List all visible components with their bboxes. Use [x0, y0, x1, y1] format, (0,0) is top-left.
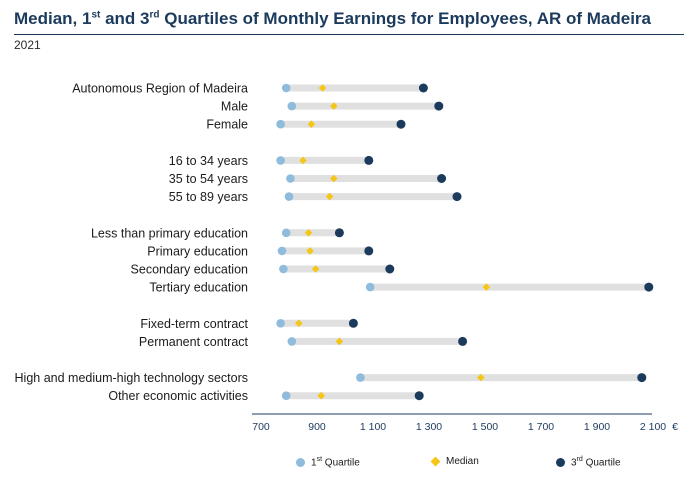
row-label: Secondary education: [131, 263, 248, 277]
median-point: [311, 265, 320, 273]
legend-item-q3: 3rd Quartile: [556, 456, 621, 468]
q1-point: [276, 319, 285, 328]
q1-point: [276, 119, 285, 129]
title-divider: [14, 34, 684, 35]
row-label: Primary education: [147, 244, 248, 258]
legend-label-median: Median: [446, 456, 479, 467]
row-label: Less than primary education: [91, 226, 248, 240]
q3-point: [334, 228, 344, 238]
q3-point: [437, 174, 447, 183]
median-point: [306, 247, 314, 255]
row-label: 55 to 89 years: [169, 190, 248, 204]
q3-point: [385, 264, 395, 274]
median-point: [325, 192, 334, 201]
q3-point: [396, 119, 406, 129]
dumbbell-chart: Autonomous Region of Madeira Male Female 16…: [15, 82, 679, 434]
x-tick-label: 1 100: [360, 421, 386, 433]
legend-item-q1: 1st Quartile: [296, 456, 360, 468]
chart-legend: 1st Quartile Median 3rd Quartile: [0, 456, 700, 472]
row-label: Autonomous Region of Madeira: [72, 82, 248, 96]
median-point: [295, 319, 303, 328]
row-label: Tertiary education: [149, 281, 248, 295]
q1-point: [287, 337, 297, 346]
x-tick-label: 1 900: [584, 421, 610, 433]
row-label: Permanent contract: [139, 335, 249, 349]
q1-point: [279, 264, 288, 274]
x-tick-label: 900: [308, 421, 326, 433]
legend-marker-q1: [296, 457, 305, 467]
x-tick-label: 2 100: [640, 421, 666, 433]
q3-point: [637, 373, 647, 383]
row-label: 16 to 34 years: [169, 154, 248, 168]
chart-title: Median, 1st and 3rd Quartiles of Monthly…: [14, 9, 652, 28]
q1-point: [281, 391, 291, 401]
q1-point: [284, 192, 294, 201]
q1-point: [286, 174, 295, 183]
q3-point: [364, 246, 374, 256]
row-label: Other economic activities: [108, 389, 248, 403]
q3-point: [414, 391, 424, 401]
x-tick-label: 700: [252, 421, 270, 433]
chart-subtitle: 2021: [14, 38, 41, 52]
q3-point: [452, 192, 462, 202]
q1-point: [277, 246, 287, 256]
legend-label-q1: 1st Quartile: [311, 456, 360, 469]
q1-point: [276, 156, 285, 165]
legend-marker-median: [430, 456, 441, 467]
q1-point: [365, 282, 375, 292]
median-point: [330, 174, 338, 183]
q3-point: [644, 282, 654, 292]
x-tick-label: 1 300: [416, 421, 442, 433]
q3-point: [348, 318, 358, 328]
q1-point: [281, 83, 291, 93]
q3-point: [458, 336, 468, 346]
q3-point: [434, 101, 444, 111]
legend-item-median: Median: [430, 456, 479, 467]
row-label: Female: [206, 118, 248, 132]
row-label: Male: [221, 100, 248, 114]
legend-marker-q3: [556, 457, 565, 467]
median-point: [477, 373, 485, 382]
q1-point: [287, 101, 297, 111]
median-point: [307, 120, 316, 128]
median-point: [330, 102, 338, 110]
q3-point: [364, 155, 374, 165]
median-point: [299, 156, 307, 165]
median-point: [317, 391, 325, 400]
median-point: [482, 283, 491, 291]
legend-label-q3: 3rd Quartile: [571, 456, 621, 469]
row-label: Fixed-term contract: [140, 317, 248, 331]
x-axis-unit: €: [672, 421, 678, 433]
q1-point: [356, 373, 365, 382]
q1-point: [281, 228, 291, 238]
median-point: [304, 229, 313, 237]
median-point: [335, 337, 344, 346]
row-label: High and medium-high technology sectors: [15, 371, 248, 385]
median-point: [318, 84, 327, 92]
row-label: 35 to 54 years: [169, 172, 248, 186]
x-tick-label: 1 500: [472, 421, 498, 433]
x-tick-label: 1 700: [528, 421, 554, 433]
q3-point: [418, 83, 428, 93]
